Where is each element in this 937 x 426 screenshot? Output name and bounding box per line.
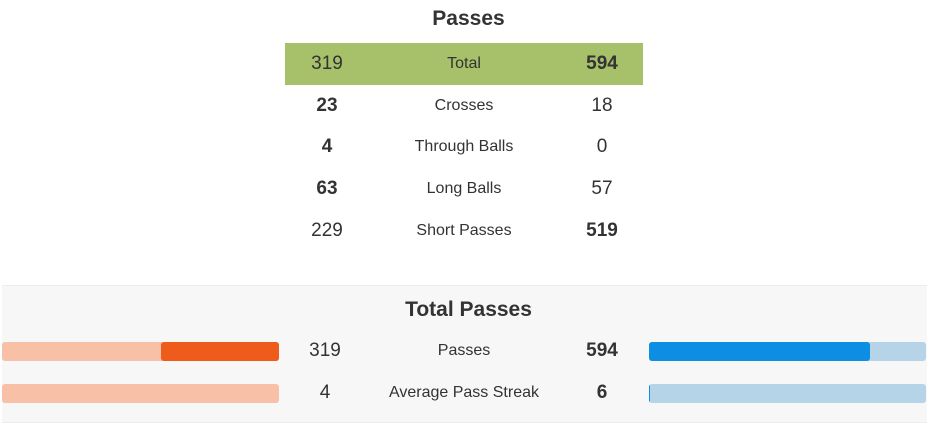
stat-label: Average Pass Streak [388, 384, 539, 401]
away-value: 594 [586, 53, 618, 74]
away-value: 0 [596, 136, 608, 158]
table-row-through-balls: 4 Through Balls 0 [285, 127, 643, 169]
home-bar-fill [161, 342, 279, 361]
away-bar-fill [649, 342, 870, 361]
away-value: 18 [591, 94, 613, 116]
passes-table: 319 Total 594 23 Crosses 18 4 Through Ba… [285, 43, 643, 251]
table-row-short-passes: 229 Short Passes 519 [285, 210, 643, 252]
home-value: 63 [316, 177, 338, 199]
row-label: Crosses [434, 96, 494, 114]
home-value: 319 [311, 53, 343, 74]
home-value: 23 [316, 94, 338, 116]
table-row-total: 319 Total 594 [285, 43, 643, 85]
table-row-long-balls: 63 Long Balls 57 [285, 168, 643, 210]
away-value: 594 [586, 340, 618, 361]
row-label: Short Passes [416, 221, 512, 239]
away-value: 6 [596, 382, 608, 403]
home-value: 4 [321, 136, 333, 158]
stat-row-passes: 319 Passes 594 [0, 339, 937, 363]
home-value: 229 [311, 219, 343, 241]
home-value: 319 [309, 340, 341, 361]
table-row-crosses: 23 Crosses 18 [285, 85, 643, 127]
away-bar-track [649, 384, 926, 403]
row-label: Through Balls [414, 138, 514, 156]
total-passes-title: Total Passes [405, 298, 532, 321]
away-value: 57 [591, 177, 613, 199]
stat-row-average-pass-streak: 4 Average Pass Streak 6 [0, 381, 937, 405]
passes-title: Passes [432, 7, 505, 30]
stat-label: Passes [437, 342, 491, 359]
home-value: 4 [319, 382, 331, 403]
row-label: Total [447, 55, 481, 72]
away-bar-track [649, 342, 926, 361]
row-label: Long Balls [426, 179, 502, 197]
home-bar-track [2, 342, 279, 361]
away-bar-fill [649, 384, 651, 403]
away-value: 519 [586, 219, 618, 241]
home-bar-track [2, 384, 279, 403]
